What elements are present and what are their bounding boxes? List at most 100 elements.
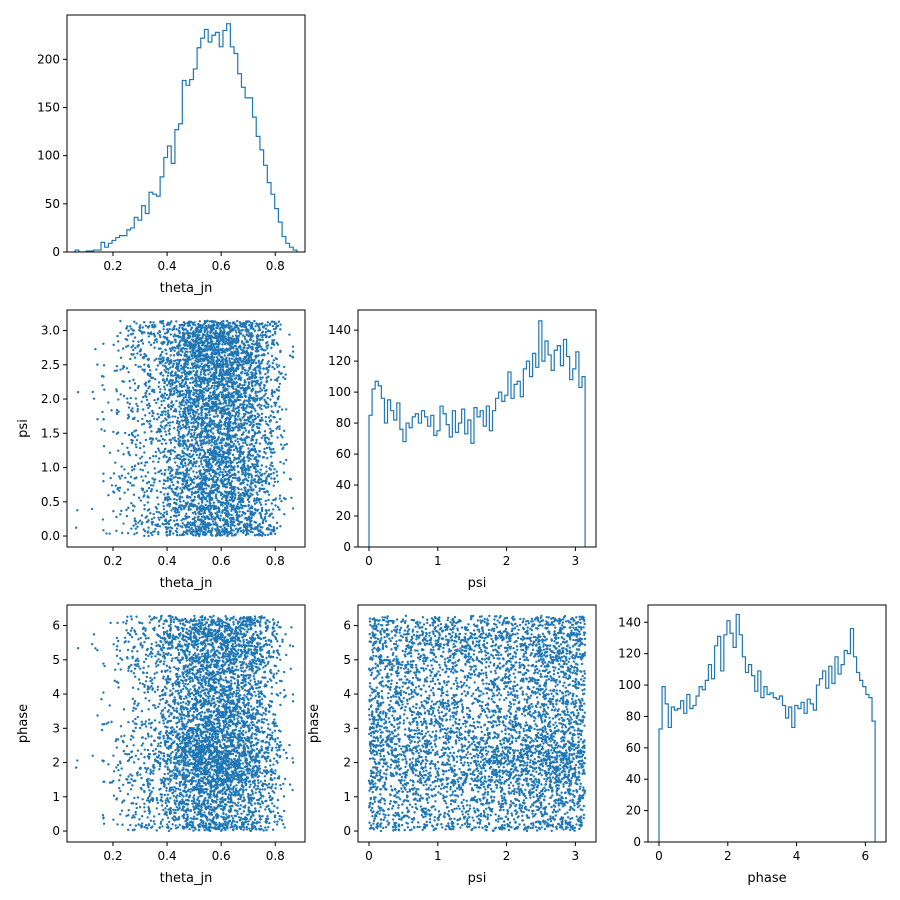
point <box>205 363 208 367</box>
point <box>192 323 195 326</box>
point <box>271 528 275 532</box>
point <box>170 371 173 374</box>
point <box>76 509 79 512</box>
point <box>176 420 179 423</box>
point <box>249 488 253 491</box>
point <box>102 472 105 475</box>
point <box>256 404 259 407</box>
point <box>217 487 220 490</box>
point <box>155 437 158 440</box>
point <box>237 471 240 474</box>
point <box>212 480 215 483</box>
point <box>233 458 236 462</box>
point <box>199 529 202 533</box>
point <box>178 420 181 424</box>
point <box>201 394 204 397</box>
point <box>194 525 197 528</box>
point <box>279 443 283 446</box>
point <box>157 449 161 452</box>
point <box>273 480 277 484</box>
point <box>271 324 275 328</box>
point <box>273 332 277 335</box>
point <box>201 354 204 357</box>
point <box>160 434 163 438</box>
point <box>156 439 160 442</box>
point <box>258 345 262 348</box>
point <box>279 323 282 326</box>
point <box>171 379 175 382</box>
point <box>155 357 158 361</box>
point <box>168 388 172 391</box>
point <box>255 350 259 353</box>
point <box>218 339 221 343</box>
point <box>225 434 229 437</box>
point <box>277 364 281 367</box>
point <box>169 349 173 353</box>
point <box>271 333 274 337</box>
x-tick-label: 0.6 <box>212 259 231 273</box>
point <box>142 408 145 411</box>
point <box>175 487 178 491</box>
point <box>259 515 263 519</box>
point <box>201 525 204 528</box>
point <box>126 344 130 347</box>
point <box>192 369 195 373</box>
x-tick-label: 0.4 <box>158 259 177 273</box>
point <box>247 402 251 405</box>
point <box>251 506 254 509</box>
point <box>178 453 181 457</box>
point <box>246 378 249 381</box>
point <box>254 392 257 395</box>
point <box>259 530 262 534</box>
point <box>185 422 189 426</box>
point <box>189 482 193 486</box>
point <box>235 374 238 377</box>
point <box>198 518 201 521</box>
point <box>102 480 105 483</box>
point <box>134 522 137 526</box>
point <box>189 415 192 418</box>
point <box>224 335 227 338</box>
point <box>185 481 189 485</box>
point <box>164 430 167 433</box>
point <box>239 332 243 335</box>
point <box>237 334 241 338</box>
point <box>187 515 191 519</box>
point <box>250 342 254 346</box>
point <box>200 420 204 424</box>
point <box>173 415 177 418</box>
point <box>245 518 249 522</box>
point <box>195 350 198 353</box>
point <box>203 321 207 324</box>
point <box>266 456 269 460</box>
point <box>267 441 271 444</box>
point <box>238 446 241 450</box>
point <box>254 527 257 530</box>
point <box>187 386 191 389</box>
point <box>268 475 271 478</box>
point <box>198 434 202 437</box>
point <box>260 354 263 357</box>
point <box>244 429 248 432</box>
point <box>138 350 141 353</box>
y-tick-label: 100 <box>37 149 60 163</box>
point <box>222 324 226 327</box>
point <box>253 499 256 503</box>
point <box>162 410 165 413</box>
point <box>169 354 172 357</box>
point <box>205 337 209 340</box>
point <box>261 338 264 342</box>
point <box>208 509 211 513</box>
point <box>241 445 244 448</box>
point <box>229 437 232 441</box>
point <box>216 396 219 400</box>
point <box>156 496 159 499</box>
point <box>271 365 274 369</box>
point <box>227 404 231 407</box>
point <box>148 422 151 426</box>
point <box>255 422 258 426</box>
point <box>207 461 210 465</box>
point <box>130 353 134 356</box>
point <box>208 477 212 481</box>
point <box>193 364 197 368</box>
